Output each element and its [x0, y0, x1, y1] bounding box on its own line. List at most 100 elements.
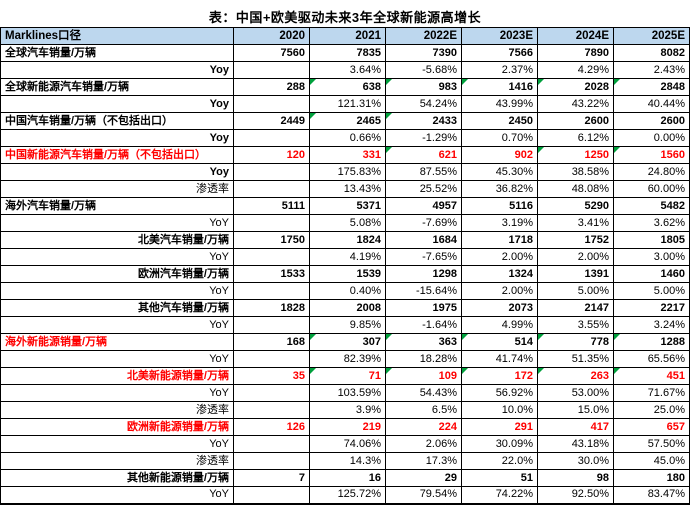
- table-row: YoY 103.59% 54.43% 56.92% 53.00% 71.67%: [0, 384, 690, 402]
- error-indicator-icon: [538, 147, 544, 153]
- value-cell: [233, 486, 310, 504]
- error-indicator-icon: [310, 334, 316, 340]
- row-label-cell: 北美汽车销量/万辆: [0, 231, 234, 249]
- value-cell: 1298: [385, 265, 462, 283]
- value-cell: 4.99%: [461, 316, 538, 334]
- error-indicator-icon: [310, 368, 316, 374]
- value-cell: 331: [309, 146, 386, 164]
- value-cell: 263: [537, 367, 614, 385]
- value-cell: 3.64%: [309, 61, 386, 79]
- value-cell: 1324: [461, 265, 538, 283]
- table-row: 海外新能源销量/万辆 168 307 363 514 778 1288: [0, 333, 690, 351]
- value-cell: 24.80%: [613, 163, 690, 181]
- table-row: Yoy 3.64% -5.68% 2.37% 4.29% 2.43%: [0, 61, 690, 79]
- value-cell: 2450: [461, 112, 538, 130]
- value-cell: 1391: [537, 265, 614, 283]
- table-row: 中国新能源汽车销量/万辆（不包括出口） 120 331 621 902 1250 1560: [0, 146, 690, 164]
- value-cell: 43.18%: [537, 435, 614, 453]
- value-cell: 1416: [461, 78, 538, 96]
- value-cell: 2449: [233, 112, 310, 130]
- row-label-cell: 中国新能源汽车销量/万辆（不包括出口）: [0, 146, 234, 164]
- value-cell: 74.22%: [461, 486, 538, 504]
- value-cell: [233, 95, 310, 113]
- error-indicator-icon: [614, 334, 620, 340]
- row-label-cell: YoY: [0, 316, 234, 334]
- value-cell: 7566: [461, 44, 538, 62]
- value-cell: 3.55%: [537, 316, 614, 334]
- value-cell: [233, 316, 310, 334]
- value-cell: 65.56%: [613, 350, 690, 368]
- value-cell: 5116: [461, 197, 538, 215]
- value-cell: 4.29%: [537, 61, 614, 79]
- value-cell: 2073: [461, 299, 538, 317]
- value-cell: 3.41%: [537, 214, 614, 232]
- value-cell: 74.06%: [309, 435, 386, 453]
- value-cell: 1805: [613, 231, 690, 249]
- value-cell: 3.62%: [613, 214, 690, 232]
- error-indicator-icon: [614, 368, 620, 374]
- row-label-cell: 北美新能源销量/万辆: [0, 367, 234, 385]
- value-cell: 3.9%: [309, 401, 386, 419]
- value-cell: 5111: [233, 197, 310, 215]
- report-table-figure: 表：中国+欧美驱动未来3年全球新能源高增长 Marklines口径 2020 2…: [0, 10, 690, 505]
- value-cell: 17.3%: [385, 452, 462, 470]
- value-cell: 48.08%: [537, 180, 614, 198]
- value-cell: 82.39%: [309, 350, 386, 368]
- value-cell: 7890: [537, 44, 614, 62]
- value-cell: 54.43%: [385, 384, 462, 402]
- value-cell: 1975: [385, 299, 462, 317]
- value-cell: 38.58%: [537, 163, 614, 181]
- value-cell: 778: [537, 333, 614, 351]
- table-row: YoY 4.19% -7.65% 2.00% 2.00% 3.00%: [0, 248, 690, 266]
- value-cell: 0.40%: [309, 282, 386, 300]
- value-cell: 2217: [613, 299, 690, 317]
- value-cell: 4957: [385, 197, 462, 215]
- value-cell: 2.43%: [613, 61, 690, 79]
- value-cell: 2600: [613, 112, 690, 130]
- value-cell: 3.00%: [613, 248, 690, 266]
- row-label-cell: 海外新能源销量/万辆: [0, 333, 234, 351]
- value-cell: 1750: [233, 231, 310, 249]
- column-header-caliber: Marklines口径: [0, 27, 234, 45]
- value-cell: -1.29%: [385, 129, 462, 147]
- value-cell: 621: [385, 146, 462, 164]
- value-cell: 22.0%: [461, 452, 538, 470]
- value-cell: 5.00%: [537, 282, 614, 300]
- value-cell: [233, 282, 310, 300]
- value-cell: 5482: [613, 197, 690, 215]
- value-cell: 2600: [537, 112, 614, 130]
- value-cell: -7.65%: [385, 248, 462, 266]
- value-cell: 40.44%: [613, 95, 690, 113]
- table-row: 中国汽车销量/万辆（不包括出口） 2449 2465 2433 2450 2600 2600: [0, 112, 690, 130]
- value-cell: 120: [233, 146, 310, 164]
- value-cell: 1684: [385, 231, 462, 249]
- value-cell: 109: [385, 367, 462, 385]
- error-indicator-icon: [386, 334, 392, 340]
- table-row: 其他汽车销量/万辆 1828 2008 1975 2073 2147 2217: [0, 299, 690, 317]
- value-cell: [233, 435, 310, 453]
- table-row: 其他新能源销量/万辆 7 16 29 51 98 180: [0, 469, 690, 487]
- value-cell: 29: [385, 469, 462, 487]
- error-indicator-icon: [614, 79, 620, 85]
- value-cell: 1824: [309, 231, 386, 249]
- row-label-cell: 渗透率: [0, 401, 234, 419]
- page-title: 表：中国+欧美驱动未来3年全球新能源高增长: [208, 10, 482, 25]
- row-label-cell: YoY: [0, 435, 234, 453]
- table-row: 欧洲汽车销量/万辆 1533 1539 1298 1324 1391 1460: [0, 265, 690, 283]
- value-cell: 4.19%: [309, 248, 386, 266]
- value-cell: 125.72%: [309, 486, 386, 504]
- value-cell: 13.43%: [309, 180, 386, 198]
- value-cell: 0.66%: [309, 129, 386, 147]
- value-cell: 43.99%: [461, 95, 538, 113]
- value-cell: 5.08%: [309, 214, 386, 232]
- table-row: 全球新能源汽车销量/万辆 288 638 983 1416 2028 2848: [0, 78, 690, 96]
- value-cell: 43.22%: [537, 95, 614, 113]
- value-cell: 2.00%: [461, 282, 538, 300]
- row-label-cell: YoY: [0, 486, 234, 504]
- row-label-cell: 全球汽车销量/万辆: [0, 44, 234, 62]
- row-label-cell: Yoy: [0, 129, 234, 147]
- error-indicator-icon: [462, 368, 468, 374]
- value-cell: 1539: [309, 265, 386, 283]
- value-cell: 8082: [613, 44, 690, 62]
- row-label-cell: 其他新能源销量/万辆: [0, 469, 234, 487]
